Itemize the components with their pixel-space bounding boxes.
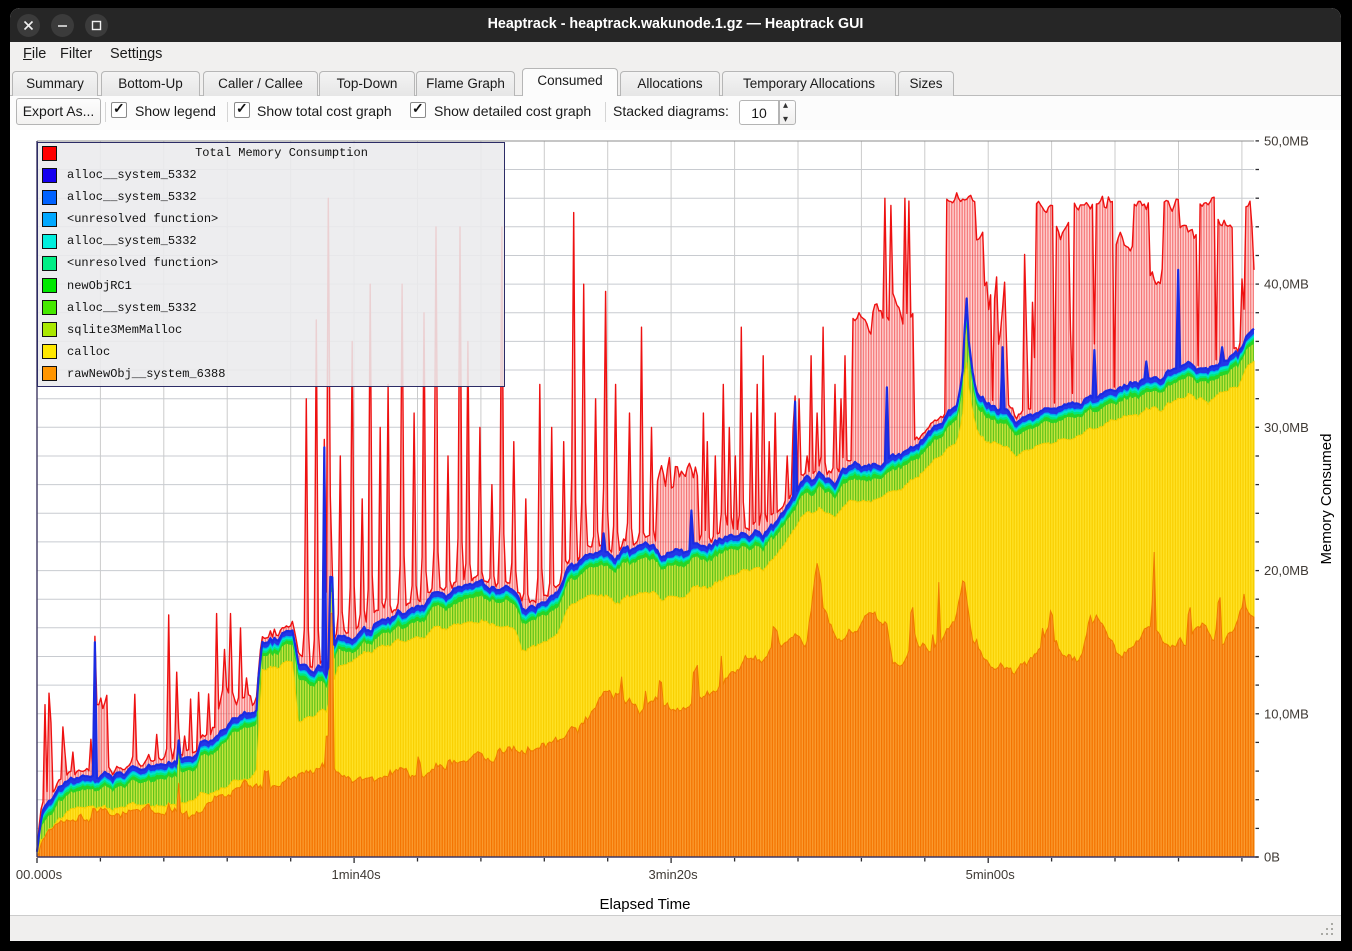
svg-text:5min00s: 5min00s xyxy=(966,867,1016,882)
svg-text:40,0MB: 40,0MB xyxy=(1264,277,1309,292)
svg-text:Memory Consumed: Memory Consumed xyxy=(1318,434,1335,565)
svg-text:20,0MB: 20,0MB xyxy=(1264,563,1309,578)
svg-text:0B: 0B xyxy=(1264,850,1280,865)
svg-text:50,0MB: 50,0MB xyxy=(1264,133,1309,148)
svg-text:1min40s: 1min40s xyxy=(332,867,382,882)
svg-text:3min20s: 3min20s xyxy=(649,867,699,882)
svg-text:10,0MB: 10,0MB xyxy=(1264,706,1309,721)
svg-text:30,0MB: 30,0MB xyxy=(1264,420,1309,435)
svg-text:Elapsed Time: Elapsed Time xyxy=(600,896,691,913)
svg-text:00.000s: 00.000s xyxy=(16,867,63,882)
